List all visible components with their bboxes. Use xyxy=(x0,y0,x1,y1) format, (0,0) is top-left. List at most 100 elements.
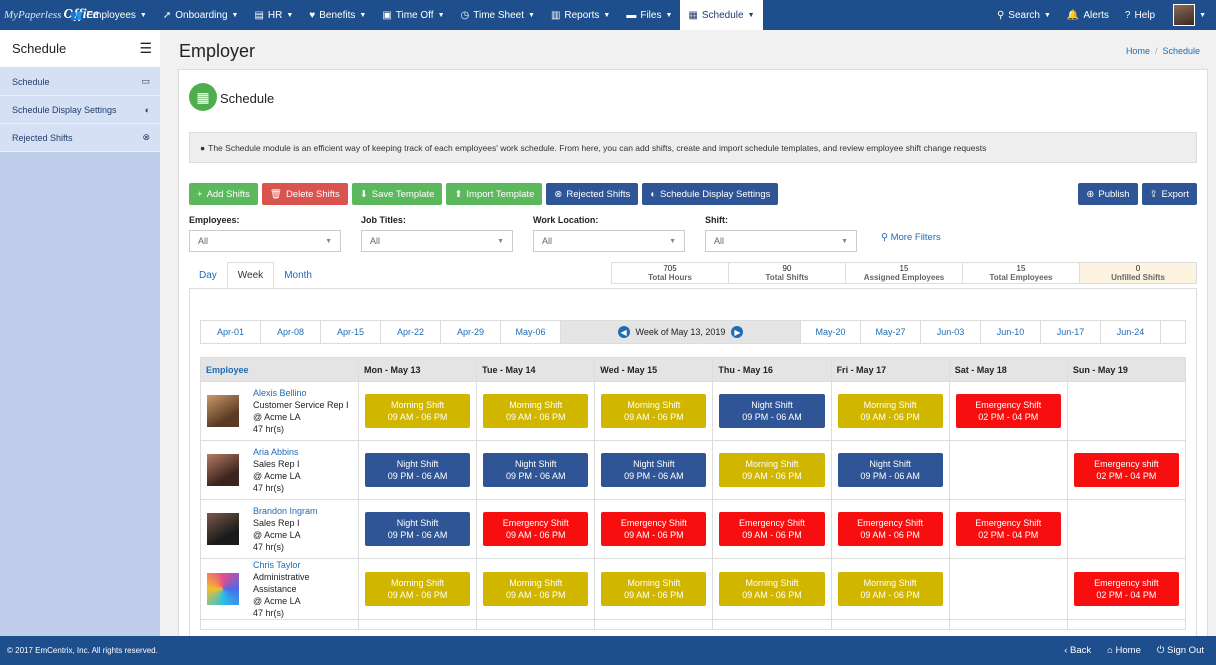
week-link[interactable]: Jun-17 xyxy=(1041,321,1101,343)
week-link[interactable]: Jun-10 xyxy=(981,321,1041,343)
day-cell[interactable]: Emergency Shift 02 PM - 04 PM xyxy=(948,381,1068,441)
shift-block[interactable]: Emergency Shift 02 PM - 04 PM xyxy=(955,394,1061,428)
day-cell[interactable]: Emergency shift 02 PM - 04 PM xyxy=(1066,558,1187,620)
rejected-shifts-button[interactable]: ⊗ Rejected Shifts xyxy=(546,183,639,205)
nav-time-sheet[interactable]: ◷ Time Sheet ▼ xyxy=(453,0,543,30)
display-settings-button[interactable]: ◐ Schedule Display Settings xyxy=(642,183,779,205)
nav-search[interactable]: ⚲ Search ▼ xyxy=(989,0,1059,30)
shift-block[interactable]: Morning Shift 09 AM - 06 PM xyxy=(365,394,471,428)
day-cell[interactable]: Morning Shift 09 AM - 06 PM xyxy=(476,381,596,441)
day-cell[interactable]: Night Shift 09 PM - 06 AM xyxy=(830,440,950,500)
user-avatar[interactable] xyxy=(1173,4,1196,26)
shift-block[interactable]: Emergency shift 02 PM - 04 PM xyxy=(1073,572,1179,606)
shift-block[interactable]: Night Shift 09 PM - 06 AM xyxy=(365,512,471,546)
week-link[interactable]: Apr-01 xyxy=(201,321,261,343)
day-cell[interactable]: Morning Shift 09 AM - 06 PM xyxy=(712,440,832,500)
sidebar-item-rejected-shifts[interactable]: Rejected Shifts ⊗ xyxy=(0,124,160,152)
day-cell[interactable]: Night Shift 09 PM - 06 AM xyxy=(712,381,832,441)
week-link[interactable]: May-27 xyxy=(861,321,921,343)
day-cell[interactable] xyxy=(1066,381,1187,441)
shift-block[interactable]: Morning Shift 09 AM - 06 PM xyxy=(837,394,943,428)
shift-block[interactable]: Night Shift 09 PM - 06 AM xyxy=(601,453,707,487)
day-cell[interactable] xyxy=(948,440,1068,500)
employee-name[interactable]: Alexis Bellino xyxy=(253,388,307,398)
day-cell[interactable] xyxy=(948,558,1068,620)
nav-help[interactable]: ? Help xyxy=(1117,0,1163,30)
nav-hr[interactable]: ▤ HR ▼ xyxy=(246,0,301,30)
shift-block[interactable]: Morning Shift 09 AM - 06 PM xyxy=(719,453,825,487)
day-cell[interactable]: Emergency Shift 09 AM - 06 PM xyxy=(830,499,950,559)
sidebar-item-display-settings[interactable]: Schedule Display Settings ◐ xyxy=(0,96,160,124)
shift-block[interactable]: Morning Shift 09 AM - 06 PM xyxy=(365,572,471,606)
tab-month[interactable]: Month xyxy=(284,269,312,281)
tab-day[interactable]: Day xyxy=(199,269,217,281)
day-cell[interactable]: Emergency Shift 02 PM - 04 PM xyxy=(948,499,1068,559)
week-link[interactable]: Jun-24 xyxy=(1101,321,1161,343)
shift-block[interactable]: Morning Shift 09 AM - 06 PM xyxy=(837,572,943,606)
week-link[interactable]: May-20 xyxy=(801,321,861,343)
week-link[interactable]: Jun-03 xyxy=(921,321,981,343)
employees-select[interactable]: All ▼ xyxy=(189,230,341,252)
app-logo[interactable]: MyPaperless Office xyxy=(0,0,99,30)
save-template-button[interactable]: ⬇ Save Template xyxy=(351,183,443,205)
arrow-left-icon[interactable]: ◀ xyxy=(617,326,630,338)
shift-block[interactable]: Emergency shift 02 PM - 04 PM xyxy=(1073,453,1179,487)
day-cell[interactable]: Morning Shift 09 AM - 06 PM xyxy=(357,381,478,441)
day-cell[interactable]: Emergency shift 02 PM - 04 PM xyxy=(1066,440,1187,500)
back-link[interactable]: ‹ Back xyxy=(1064,645,1091,656)
nav-benefits[interactable]: ♥ Benefits ▼ xyxy=(301,0,374,30)
publish-button[interactable]: ⊕ Publish xyxy=(1078,183,1138,205)
day-cell[interactable]: Morning Shift 09 AM - 06 PM xyxy=(594,381,714,441)
shift-block[interactable]: Emergency Shift 09 AM - 06 PM xyxy=(719,512,825,546)
work-location-select[interactable]: All ▼ xyxy=(533,230,685,252)
shift-block[interactable]: Night Shift 09 PM - 06 AM xyxy=(483,453,589,487)
sign-out-link[interactable]: ⏻ Sign Out xyxy=(1157,645,1204,656)
week-link[interactable]: Apr-29 xyxy=(441,321,501,343)
list-toggle-icon[interactable]: ☰ xyxy=(139,40,152,56)
delete-shifts-button[interactable]: 🗑 Delete Shifts xyxy=(261,183,348,205)
day-cell[interactable]: Morning Shift 09 AM - 06 PM xyxy=(594,558,714,620)
nav-onboarding[interactable]: ➚ Onboarding ▼ xyxy=(155,0,247,30)
shift-block[interactable]: Night Shift 09 PM - 06 AM xyxy=(719,394,825,428)
day-cell[interactable]: Night Shift 09 PM - 06 AM xyxy=(357,440,478,500)
day-cell[interactable] xyxy=(1066,499,1187,559)
week-link[interactable]: Apr-22 xyxy=(381,321,441,343)
shift-block[interactable]: Emergency Shift 02 PM - 04 PM xyxy=(955,512,1061,546)
day-cell[interactable]: Night Shift 09 PM - 06 AM xyxy=(476,440,596,500)
day-cell[interactable]: Emergency Shift 09 AM - 06 PM xyxy=(594,499,714,559)
export-button[interactable]: ⇪ Export xyxy=(1141,183,1197,205)
employee-name[interactable]: Chris Taylor xyxy=(253,560,301,570)
more-filters-link[interactable]: ⚲ More Filters xyxy=(881,232,941,243)
breadcrumb-home[interactable]: Home xyxy=(1125,46,1150,56)
day-cell[interactable]: Night Shift 09 PM - 06 AM xyxy=(357,499,478,559)
week-link[interactable]: Apr-08 xyxy=(261,321,321,343)
shift-block[interactable]: Morning Shift 09 AM - 06 PM xyxy=(601,572,707,606)
home-link[interactable]: ⌂ Home xyxy=(1107,645,1141,656)
shift-block[interactable]: Night Shift 09 PM - 06 AM xyxy=(837,453,943,487)
add-shifts-button[interactable]: + Add Shifts xyxy=(189,183,258,205)
job-titles-select[interactable]: All ▼ xyxy=(361,230,513,252)
nav-employees[interactable]: 👥 Employees ▼ xyxy=(62,0,155,30)
import-template-button[interactable]: ⬆ Import Template xyxy=(446,183,543,205)
day-cell[interactable]: Morning Shift 09 AM - 06 PM xyxy=(712,558,832,620)
day-cell[interactable]: Emergency Shift 09 AM - 06 PM xyxy=(476,499,596,559)
employee-column-header[interactable]: Employee xyxy=(200,357,359,382)
nav-files[interactable]: ▬ Files ▼ xyxy=(618,0,680,30)
shift-block[interactable]: Emergency Shift 09 AM - 06 PM xyxy=(483,512,589,546)
day-cell[interactable]: Morning Shift 09 AM - 06 PM xyxy=(476,558,596,620)
arrow-right-icon[interactable]: ▶ xyxy=(731,326,744,338)
nav-time-off[interactable]: ▣ Time Off ▼ xyxy=(374,0,452,30)
nav-alerts[interactable]: 🔔 Alerts xyxy=(1059,0,1117,30)
tab-week[interactable]: Week xyxy=(226,262,275,288)
shift-block[interactable]: Emergency Shift 09 AM - 06 PM xyxy=(601,512,707,546)
shift-block[interactable]: Morning Shift 09 AM - 06 PM xyxy=(601,394,707,428)
day-cell[interactable]: Morning Shift 09 AM - 06 PM xyxy=(830,381,950,441)
nav-reports[interactable]: ▥ Reports ▼ xyxy=(543,0,618,30)
week-link[interactable]: Apr-15 xyxy=(321,321,381,343)
shift-block[interactable]: Morning Shift 09 AM - 06 PM xyxy=(719,572,825,606)
employee-name[interactable]: Aria Abbins xyxy=(253,447,299,457)
day-cell[interactable]: Morning Shift 09 AM - 06 PM xyxy=(357,558,478,620)
day-cell[interactable]: Emergency Shift 09 AM - 06 PM xyxy=(712,499,832,559)
shift-block[interactable]: Morning Shift 09 AM - 06 PM xyxy=(483,394,589,428)
employee-name[interactable]: Brandon Ingram xyxy=(253,506,318,516)
